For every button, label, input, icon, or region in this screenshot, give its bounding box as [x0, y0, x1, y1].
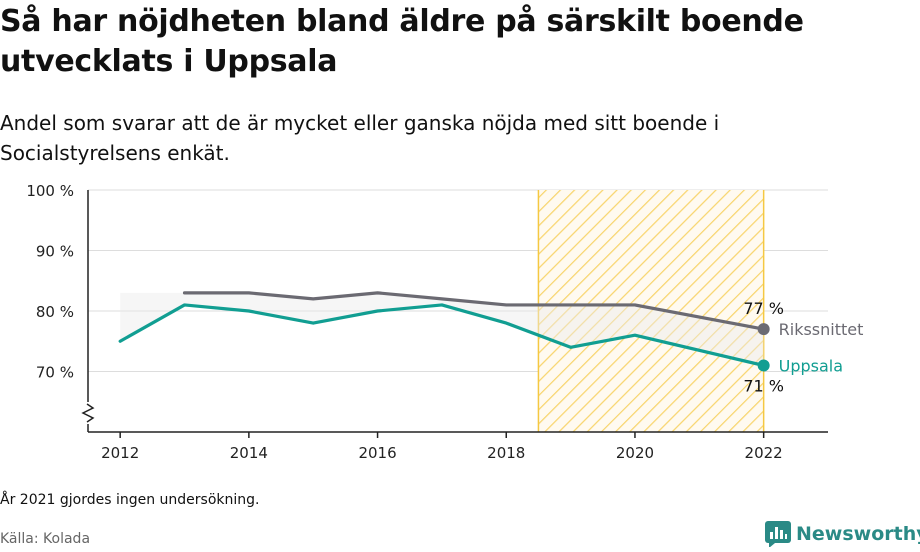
y-tick-label: 80 %	[36, 303, 74, 321]
x-tick-label: 2018	[487, 444, 525, 462]
highlight-area	[537, 190, 765, 432]
brand-logo[interactable]: Newsworthy	[765, 518, 920, 550]
series-end-marker	[757, 323, 770, 336]
footnote: År 2021 gjordes ingen undersökning.	[0, 492, 260, 508]
series-name-label: Uppsala	[779, 356, 843, 375]
series-name-label: Rikssnittet	[779, 320, 864, 339]
series-value-label: 77 %	[743, 299, 784, 318]
x-tick-label: 2020	[616, 444, 654, 462]
gap-band-area	[120, 292, 764, 366]
series-line-riks	[182, 291, 766, 331]
chart-logo-icon	[765, 521, 791, 547]
x-tick-label: 2016	[358, 444, 396, 462]
chart-title: Så har nöjdheten bland äldre på särskilt…	[0, 4, 804, 79]
y-tick-label: 100 %	[26, 182, 74, 200]
chart-labels: 70 % 80 % 90 % 100 % 2012 2014 2016 2018 2020 202…	[26, 182, 863, 462]
series-line-uppsala	[118, 303, 766, 368]
x-tick-label: 2012	[101, 444, 139, 462]
brand-name: Newsworthy	[796, 523, 920, 545]
x-tick-label: 2022	[745, 444, 783, 462]
y-tick-label: 90 %	[36, 243, 74, 261]
gap-band	[120, 292, 764, 366]
source-text: Källa: Kolada	[0, 531, 91, 547]
chart-subtitle: Andel som svarar att de är mycket eller …	[0, 111, 720, 165]
x-tick-label: 2014	[230, 444, 268, 462]
series-lines	[118, 291, 770, 372]
series-end-marker	[757, 359, 770, 372]
highlight-region	[538, 190, 764, 432]
series-value-label: 71 %	[743, 376, 784, 395]
axes	[81, 190, 828, 438]
axis-break-icon	[81, 403, 95, 423]
line-chart: 70 % 80 % 90 % 100 % 2012 2014 2016 2018 2020 202…	[26, 182, 863, 462]
y-tick-label: 70 %	[36, 364, 74, 382]
